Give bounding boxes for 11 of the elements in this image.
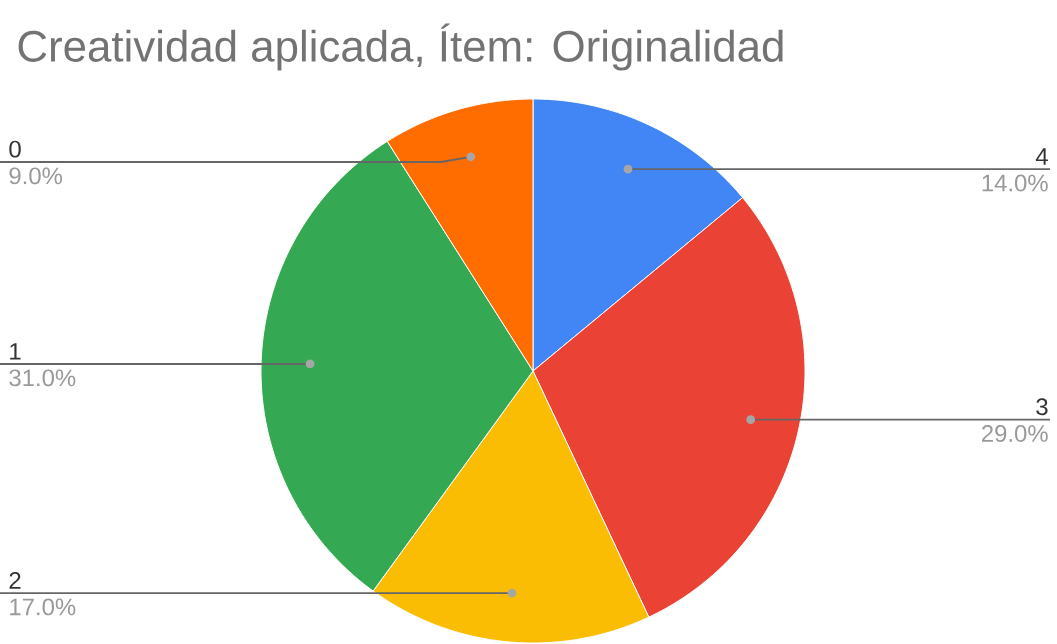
slice-label: 2 (9, 571, 21, 589)
data-label: 17.0% (10, 598, 76, 616)
chart-title: Creatividad aplicada, Ítem: Originalidad (18, 23, 783, 71)
data-label: 31.0% (9, 369, 76, 387)
slice-label: 4 (1035, 148, 1048, 165)
slice-label: 1 (10, 343, 21, 360)
data-label: 9.0% (9, 167, 63, 185)
slice-label: 0 (9, 140, 21, 158)
slice-label: 3 (1036, 398, 1048, 416)
data-label: 14.0% (982, 174, 1048, 192)
data-label: 29.0% (982, 425, 1048, 442)
